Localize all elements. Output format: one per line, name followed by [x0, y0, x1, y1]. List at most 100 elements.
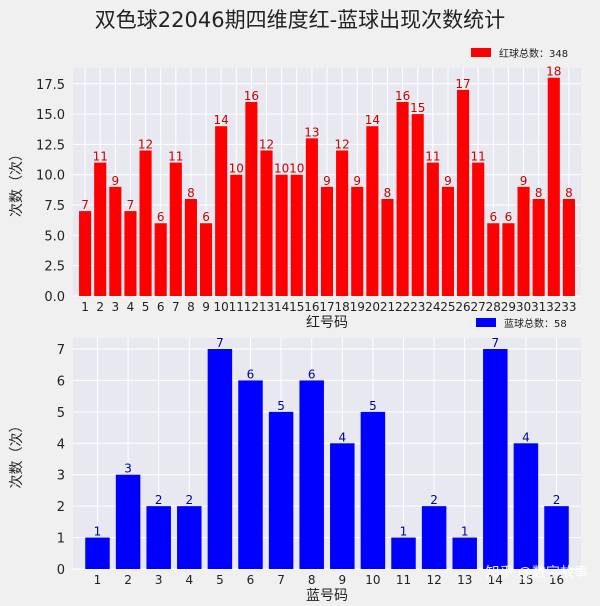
- red-ytick-label: 7.5: [44, 199, 65, 214]
- red-bar-value-label: 12: [334, 137, 349, 151]
- red-xtick-label: 9: [202, 300, 210, 314]
- blue-bar-value-label: 2: [155, 493, 163, 507]
- red-bar-value-label: 12: [138, 137, 153, 151]
- blue-ytick-label: 5: [57, 406, 65, 421]
- red-bar: [200, 223, 213, 296]
- red-bar-value-label: 6: [202, 210, 210, 224]
- blue-legend-label: 蓝球总数：58: [504, 317, 567, 330]
- blue-bar: [115, 474, 141, 569]
- blue-yaxis-label: 次数（次）: [9, 419, 25, 489]
- blue-ytick-label: 3: [57, 469, 65, 484]
- red-ytick-label: 17.5: [36, 78, 65, 93]
- red-xaxis-label: 红号码: [306, 315, 348, 331]
- red-bar: [441, 186, 454, 296]
- red-bar-value-label: 14: [214, 113, 229, 127]
- blue-bar: [421, 506, 447, 569]
- red-bar: [487, 223, 500, 296]
- red-xtick-label: 29: [501, 300, 516, 314]
- red-xtick-label: 13: [259, 300, 274, 314]
- blue-bar: [146, 506, 171, 569]
- red-xtick-label: 10: [214, 300, 229, 314]
- red-xtick-label: 28: [486, 300, 501, 314]
- red-bar-value-label: 8: [384, 186, 392, 200]
- red-ytick-label: 0.0: [44, 290, 65, 305]
- blue-bar: [177, 506, 202, 569]
- red-xtick-label: 20: [365, 300, 380, 314]
- red-bar-value-label: 7: [81, 198, 89, 212]
- red-bar: [79, 211, 92, 296]
- blue-bar-value-label: 6: [308, 367, 316, 381]
- red-bar: [366, 126, 379, 296]
- red-bar: [336, 150, 349, 296]
- red-xtick-label: 24: [425, 300, 440, 314]
- blue-xtick-label: 14: [488, 573, 503, 587]
- red-bar: [139, 150, 152, 296]
- blue-bar-value-label: 1: [400, 525, 408, 539]
- red-bar: [290, 174, 303, 296]
- blue-xtick-label: 6: [247, 573, 255, 587]
- blue-bar: [360, 411, 386, 569]
- red-bar-value-label: 9: [520, 174, 528, 188]
- blue-bar-value-label: 5: [277, 399, 285, 413]
- blue-bar-value-label: 1: [461, 525, 469, 539]
- red-bar: [184, 198, 197, 296]
- red-bar: [532, 198, 545, 296]
- red-bar-value-label: 12: [259, 137, 274, 151]
- red-bar-value-label: 17: [455, 77, 470, 91]
- red-bar: [351, 186, 364, 296]
- red-xtick-label: 30: [516, 300, 531, 314]
- blue-ytick-label: 2: [57, 500, 65, 515]
- blue-xtick-label: 13: [457, 573, 472, 587]
- red-xtick-label: 26: [455, 300, 470, 314]
- blue-xtick-label: 15: [518, 573, 533, 587]
- blue-bar-value-label: 5: [369, 399, 377, 413]
- red-bar-value-label: 18: [546, 65, 561, 79]
- red-xtick-label: 32: [546, 300, 561, 314]
- red-bar: [109, 186, 122, 296]
- blue-bar-value-label: 2: [553, 493, 561, 507]
- red-ytick-label: 5.0: [44, 229, 65, 244]
- red-xtick-label: 11: [229, 300, 244, 314]
- red-bar: [275, 174, 288, 296]
- red-xtick-label: 3: [112, 300, 120, 314]
- blue-xtick-label: 12: [426, 573, 441, 587]
- red-bar-value-label: 6: [157, 210, 165, 224]
- red-bar-value-label: 10: [274, 162, 289, 176]
- red-xtick-label: 2: [96, 300, 104, 314]
- red-xtick-label: 1: [81, 300, 89, 314]
- red-ytick-label: 15.0: [36, 108, 65, 123]
- blue-ytick-label: 7: [57, 343, 65, 358]
- blue-ytick-label: 4: [57, 437, 65, 452]
- red-bar-value-label: 6: [489, 210, 497, 224]
- red-xtick-label: 31: [531, 300, 546, 314]
- red-bar-value-label: 8: [565, 186, 573, 200]
- blue-bar: [513, 443, 539, 569]
- red-bar-value-label: 9: [353, 174, 361, 188]
- blue-bar-value-label: 3: [124, 462, 132, 476]
- blue-bar: [238, 380, 263, 569]
- red-bar-value-label: 9: [323, 174, 331, 188]
- blue-ytick-label: 0: [57, 563, 65, 578]
- blue-bar: [85, 537, 110, 569]
- blue-bar: [483, 349, 508, 569]
- red-bar: [245, 101, 258, 296]
- red-bar-value-label: 14: [365, 113, 380, 127]
- blue-ytick-label: 1: [57, 532, 65, 547]
- red-xtick-label: 4: [127, 300, 135, 314]
- red-bar: [169, 162, 182, 296]
- red-bar: [562, 198, 575, 296]
- red-bar: [472, 162, 485, 296]
- red-bar-value-label: 15: [410, 101, 425, 115]
- red-legend-swatch: [471, 48, 491, 57]
- blue-bar-value-label: 6: [247, 367, 255, 381]
- red-xtick-label: 14: [274, 300, 289, 314]
- blue-xtick-label: 8: [308, 573, 316, 587]
- red-bar: [517, 186, 530, 296]
- blue-xtick-label: 11: [396, 573, 411, 587]
- red-xtick-label: 22: [395, 300, 410, 314]
- red-bar-value-label: 6: [505, 210, 513, 224]
- red-ytick-label: 10.0: [36, 169, 65, 184]
- blue-bar-value-label: 7: [491, 336, 499, 350]
- blue-bar: [544, 506, 569, 569]
- red-bar: [305, 138, 318, 296]
